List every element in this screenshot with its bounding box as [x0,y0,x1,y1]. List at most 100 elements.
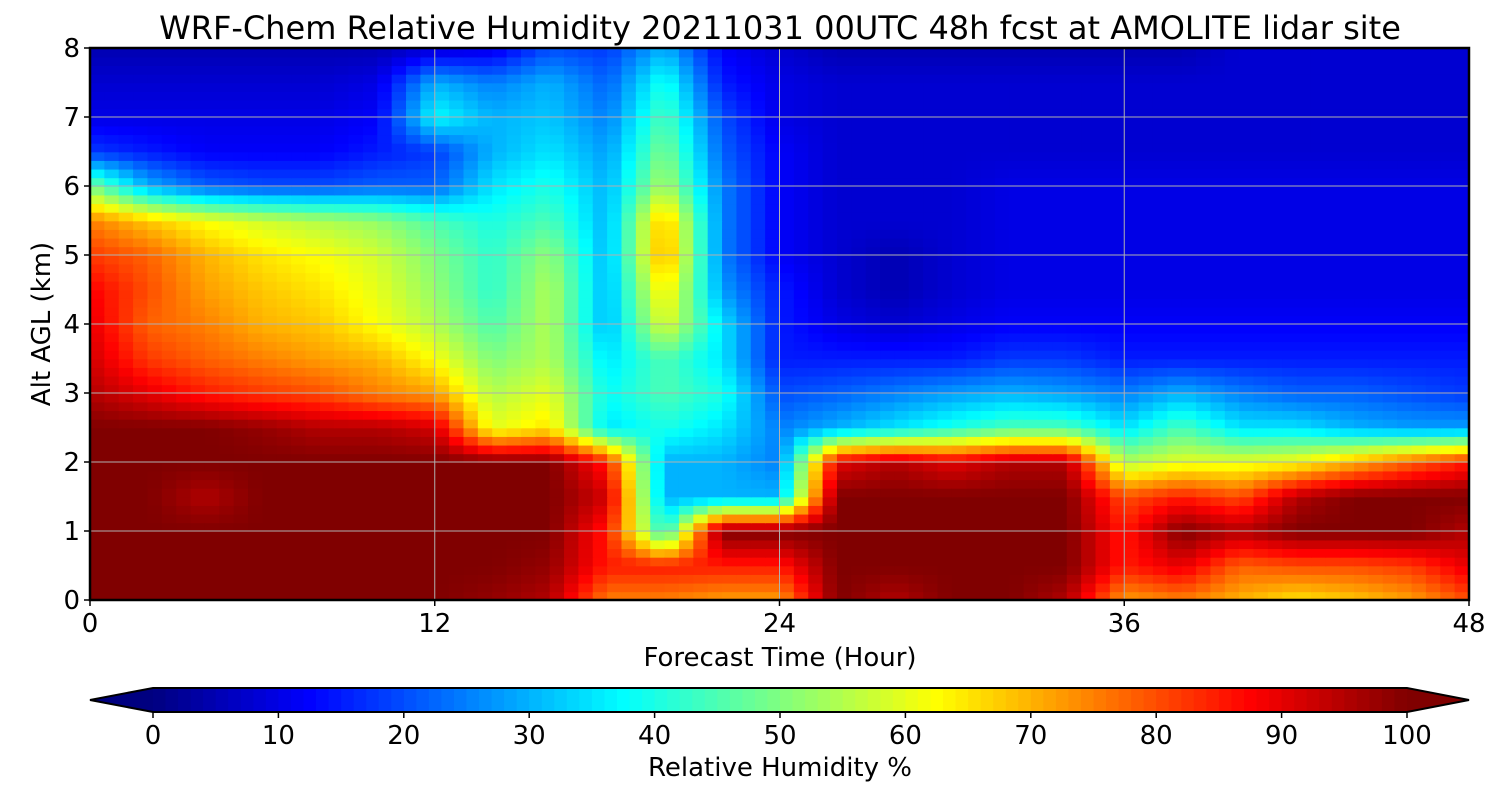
heatmap-cell [492,341,508,351]
heatmap-cell [678,194,695,205]
heatmap-cell [736,168,752,179]
heatmap-cell [980,410,996,420]
heatmap-cell [1023,237,1039,248]
heatmap-cell [994,349,1011,360]
heatmap-cell [707,375,723,386]
heatmap-cell [966,220,982,230]
heatmap-cell [233,263,249,274]
heatmap-cell [1038,272,1054,282]
heatmap-cell [966,565,982,575]
heatmap-cell [865,565,881,575]
heatmap-cell [147,531,163,541]
heatmap-cell [1454,315,1469,325]
heatmap-cell [951,315,968,325]
heatmap-cell [1138,229,1154,239]
heatmap-cell [520,505,537,515]
heatmap-cell [377,246,393,256]
heatmap-cell [190,470,206,481]
heatmap-cell [1095,410,1111,420]
heatmap-cell [133,556,149,567]
heatmap-cell [1181,582,1197,593]
heatmap-cell [319,539,335,550]
heatmap-cell [348,436,364,446]
heatmap-cell [937,324,953,334]
heatmap-cell [736,246,752,256]
heatmap-cell [1081,384,1097,394]
heatmap-cell [492,393,508,403]
heatmap-cell [161,505,177,515]
heatmap-cell [492,160,508,170]
heatmap-cell [147,548,163,558]
heatmap-cell [248,418,264,429]
heatmap-cell [923,151,939,161]
heatmap-cell [621,565,637,575]
heatmap-cell [492,522,508,532]
heatmap-cell [1181,522,1197,532]
heatmap-cell [908,556,924,567]
heatmap-cell [937,513,953,524]
heatmap-cell [722,324,738,334]
heatmap-cell [1138,591,1154,600]
heatmap-cell [276,505,292,515]
heatmap-cell [894,427,910,437]
heatmap-cell [908,289,924,299]
heatmap-cell [535,574,551,584]
heatmap-cell [822,556,838,567]
heatmap-cell [994,168,1011,179]
heatmap-cell [1354,220,1370,230]
heatmap-cell [765,289,781,299]
heatmap-cell [880,229,896,239]
heatmap-cell [908,315,924,325]
heatmap-cell [291,531,307,541]
heatmap-cell [204,220,221,230]
heatmap-cell [104,349,120,360]
heatmap-cell [463,505,479,515]
heatmap-cell [319,410,335,420]
heatmap-cell [994,298,1011,308]
heatmap-cell [1310,211,1327,222]
heatmap-cell [722,479,738,489]
heatmap-cell [1038,255,1054,265]
heatmap-cell [793,436,810,446]
heatmap-cell [262,280,278,291]
heatmap-cell [233,168,249,179]
heatmap-cell [635,349,652,360]
heatmap-cell [678,462,695,472]
heatmap-cell [1397,436,1413,446]
heatmap-cell [765,513,781,524]
heatmap-cell [463,280,479,291]
heatmap-cell [951,531,968,541]
heatmap-cell [736,220,752,230]
heatmap-cell [650,177,666,187]
heatmap-cell [133,341,149,351]
heatmap-cell [434,324,450,334]
heatmap-cell [248,487,264,498]
heatmap-cell [1167,211,1183,222]
heatmap-cell [118,272,134,282]
heatmap-cell [176,548,192,558]
heatmap-cell [1440,358,1456,368]
heatmap-cell [190,375,206,386]
heatmap-cell [765,487,781,498]
heatmap-cell [1224,324,1240,334]
heatmap-cell [650,539,666,550]
heatmap-cell [851,272,867,282]
heatmap-cell [305,306,321,317]
heatmap-cell [1440,556,1456,567]
heatmap-cell [90,358,106,368]
heatmap-cell [262,349,278,360]
heatmap-cell [305,246,321,256]
heatmap-cell [1066,591,1082,600]
heatmap-cell [1339,591,1355,600]
heatmap-cell [822,470,838,481]
heatmap-cell [1296,151,1312,161]
heatmap-cell [765,436,781,446]
heatmap-cell [621,272,637,282]
heatmap-cell [520,367,537,377]
heatmap-cell [248,479,264,489]
heatmap-cell [118,479,134,489]
heatmap-cell [779,324,795,334]
heatmap-cell [1124,272,1140,282]
heatmap-cell [90,151,106,161]
heatmap-cell [434,401,450,412]
